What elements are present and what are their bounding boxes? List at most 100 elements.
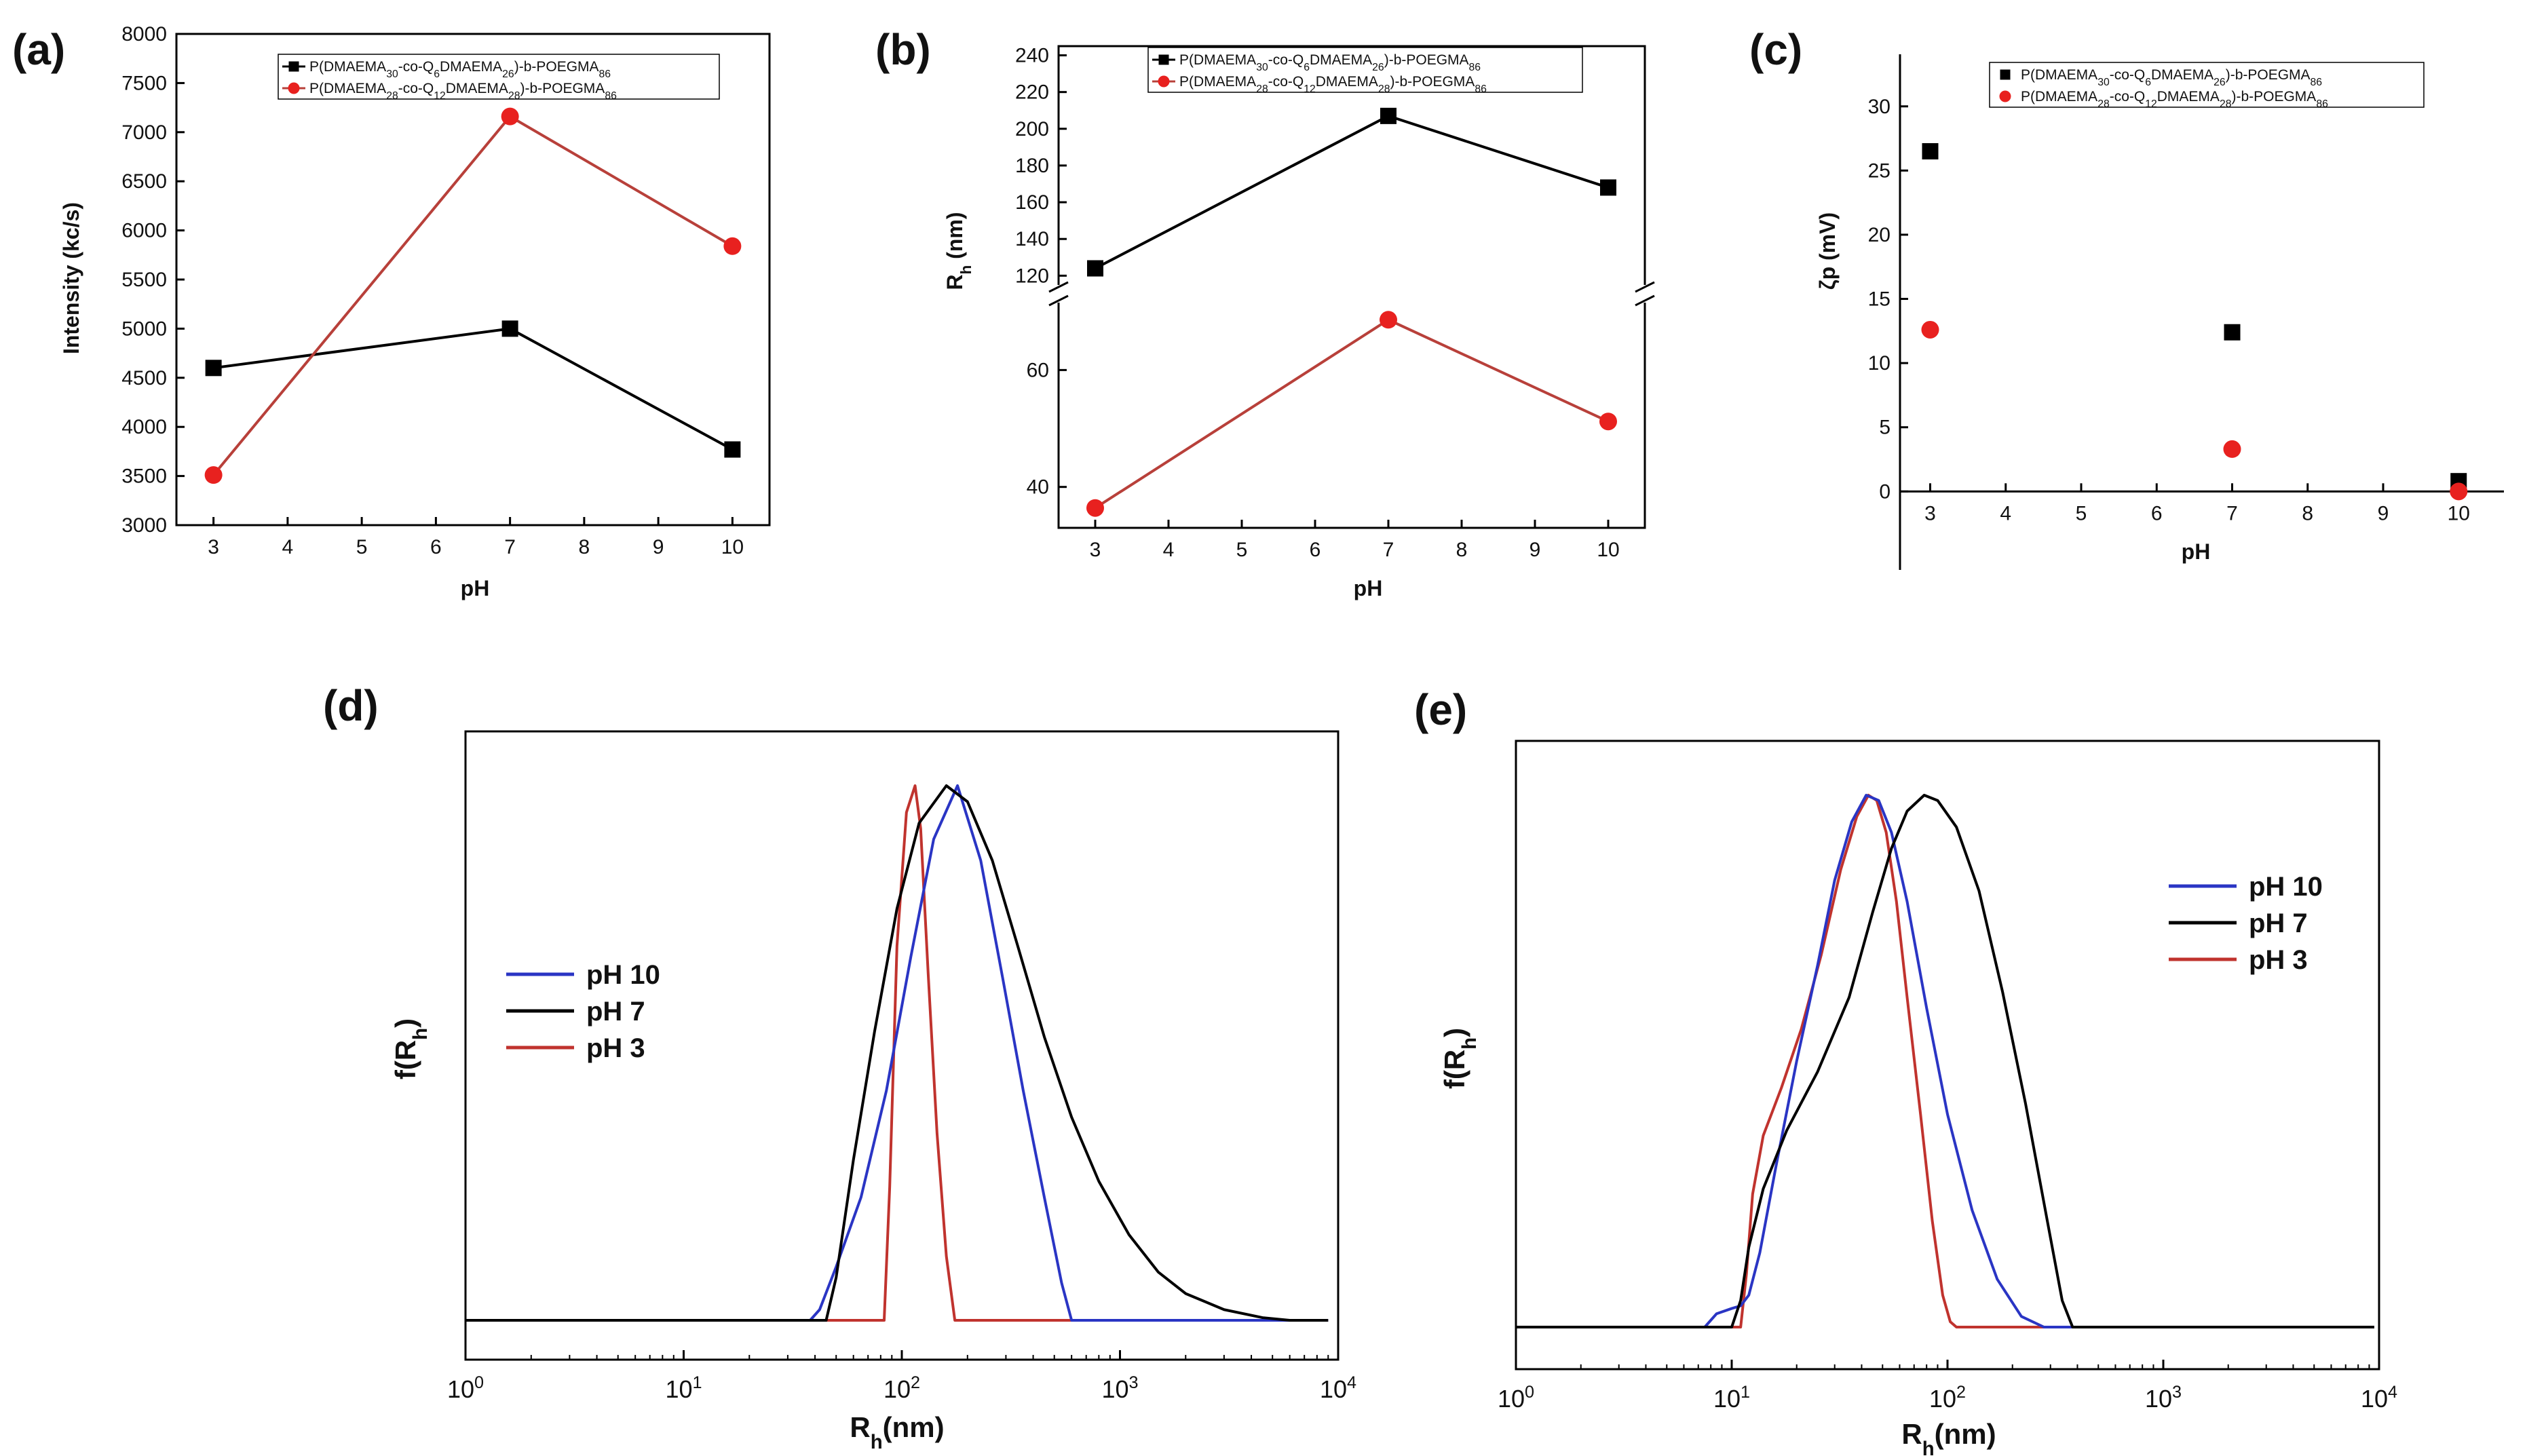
legend: pH 10 pH 7 pH 3 bbox=[506, 960, 660, 1063]
x-tick-label: 100 bbox=[1498, 1383, 1534, 1413]
y-tick-label: 60 bbox=[1027, 359, 1049, 381]
x-tick-label: 4 bbox=[282, 536, 294, 558]
data-point bbox=[2223, 440, 2241, 458]
axis-break-mark bbox=[1635, 294, 1655, 307]
x-tick-label: 103 bbox=[2145, 1383, 2182, 1413]
series-line-1 bbox=[1094, 318, 1609, 510]
y-axis-title: f(Rh) bbox=[390, 1018, 432, 1079]
legend-marker bbox=[288, 82, 300, 94]
data-point bbox=[2224, 324, 2241, 341]
data-point bbox=[1922, 142, 1939, 159]
x-tick-label: 104 bbox=[1320, 1373, 1356, 1403]
y-tick-label: 5 bbox=[1879, 417, 1890, 439]
y-tick-label: 7000 bbox=[121, 121, 167, 144]
legend-label: pH 3 bbox=[2249, 945, 2308, 975]
x-tick-label: 8 bbox=[2302, 502, 2313, 524]
panel-label: (e) bbox=[1414, 685, 1467, 734]
y-tick-label: 180 bbox=[1015, 155, 1049, 177]
y-tick-label: 3000 bbox=[121, 514, 167, 537]
y-tick-label: 0 bbox=[1879, 480, 1890, 503]
chart-panel-a: (a) 3 4 5 6 7 8 9 10 3000 3500 4000 4500 5000 5500 6000… bbox=[12, 23, 771, 600]
data-point bbox=[205, 360, 222, 377]
legend-label: pH 7 bbox=[2249, 908, 2308, 938]
series-line-1 bbox=[212, 115, 734, 476]
data-point bbox=[1086, 499, 1104, 517]
x-tick-label: 5 bbox=[356, 536, 368, 558]
x-tick-label: 7 bbox=[1383, 539, 1394, 561]
panel-label: (d) bbox=[323, 681, 379, 730]
y-axis-title: f(Rh) bbox=[1439, 1028, 1481, 1089]
panel-label: (c) bbox=[1749, 25, 1802, 74]
x-tick-label: 4 bbox=[2000, 502, 2011, 524]
x-tick-label: 102 bbox=[1929, 1383, 1966, 1413]
legend-label: P(DMAEMA28-co-Q12DMAEMA28)-b-POEGMA86 bbox=[1179, 74, 1487, 95]
y-tick-label: 240 bbox=[1015, 45, 1049, 67]
y-tick-label: 160 bbox=[1015, 191, 1049, 214]
x-tick-label: 8 bbox=[579, 536, 590, 558]
legend-marker bbox=[288, 61, 299, 72]
series-line-pH-7 bbox=[1516, 794, 2374, 1328]
y-tick-label: 10 bbox=[1868, 352, 1890, 375]
x-tick-label: 9 bbox=[653, 536, 664, 558]
x-tick-label: 3 bbox=[1924, 502, 1936, 524]
axis-break-mark bbox=[1635, 281, 1655, 293]
series-line-pH-3 bbox=[1516, 794, 2374, 1328]
legend: pH 10 pH 7 pH 3 bbox=[2169, 872, 2323, 975]
y-tick-label: 140 bbox=[1015, 228, 1049, 250]
data-point bbox=[1380, 311, 1397, 329]
y-tick-label: 40 bbox=[1027, 476, 1049, 499]
x-tick-label: 8 bbox=[1456, 539, 1468, 561]
y-axis-title: Rh (nm) bbox=[943, 212, 974, 290]
series-line-pH-7 bbox=[466, 784, 1329, 1322]
data-point bbox=[2450, 482, 2468, 501]
x-tick-label: 3 bbox=[1090, 539, 1101, 561]
legend: P(DMAEMA30-co-Q6DMAEMA26)-b-POEGMA86P(DM… bbox=[1989, 62, 2425, 110]
data-point bbox=[1599, 413, 1617, 431]
axis-break-mark bbox=[1048, 294, 1069, 307]
x-tick-label: 101 bbox=[1713, 1383, 1750, 1413]
axis-break-mark bbox=[1048, 281, 1069, 293]
y-tick-label: 4500 bbox=[121, 367, 167, 389]
legend-marker bbox=[1999, 90, 2011, 102]
x-tick-label: 3 bbox=[208, 536, 219, 558]
y-tick-label: 30 bbox=[1868, 96, 1890, 118]
x-tick-label: 10 bbox=[1597, 539, 1619, 561]
x-axis-title: pH bbox=[461, 576, 490, 600]
panel-label: (a) bbox=[12, 25, 65, 74]
legend-label: P(DMAEMA28-co-Q12DMAEMA28)-b-POEGMA86 bbox=[309, 81, 617, 102]
x-tick-label: 9 bbox=[2378, 502, 2389, 524]
chart-panel-c: (c) 3 4 5 6 7 8 9 10 0 5 10 15 20 25 30 pH ζp (mV) P(DMAEM… bbox=[1749, 25, 2504, 570]
legend-box bbox=[1147, 47, 1583, 93]
y-tick-label: 15 bbox=[1868, 288, 1890, 311]
x-tick-label: 104 bbox=[2361, 1383, 2397, 1413]
legend-box bbox=[278, 54, 720, 100]
x-tick-label: 5 bbox=[1236, 539, 1248, 561]
y-tick-label: 8000 bbox=[121, 23, 167, 45]
data-point bbox=[1087, 260, 1103, 277]
plot-frame bbox=[1515, 740, 2380, 1371]
data-point bbox=[501, 107, 519, 126]
y-axis-title: Intensity (kc/s) bbox=[59, 202, 83, 354]
x-tick-label: 100 bbox=[447, 1373, 484, 1403]
x-tick-label: 7 bbox=[2226, 502, 2238, 524]
legend-label: pH 10 bbox=[586, 960, 660, 990]
y-tick-label: 5000 bbox=[121, 318, 167, 340]
legend-label: pH 10 bbox=[2249, 872, 2323, 902]
series-line-0 bbox=[213, 327, 734, 451]
legend-label: P(DMAEMA30-co-Q6DMAEMA26)-b-POEGMA86 bbox=[309, 59, 611, 80]
legend-marker bbox=[1158, 75, 1170, 88]
x-tick-label: 6 bbox=[1310, 539, 1321, 561]
x-tick-label: 102 bbox=[884, 1373, 920, 1403]
data-point bbox=[723, 237, 742, 255]
y-tick-label: 25 bbox=[1868, 159, 1890, 182]
y-tick-label: 20 bbox=[1868, 224, 1890, 246]
data-point bbox=[1921, 320, 1939, 339]
x-tick-label: 7 bbox=[504, 536, 516, 558]
y-tick-label: 4000 bbox=[121, 416, 167, 438]
legend-label: P(DMAEMA28-co-Q12DMAEMA28)-b-POEGMA86 bbox=[2021, 89, 2328, 110]
x-tick-label: 5 bbox=[2076, 502, 2087, 524]
data-point bbox=[1600, 179, 1616, 196]
legend-marker bbox=[1158, 54, 1169, 65]
